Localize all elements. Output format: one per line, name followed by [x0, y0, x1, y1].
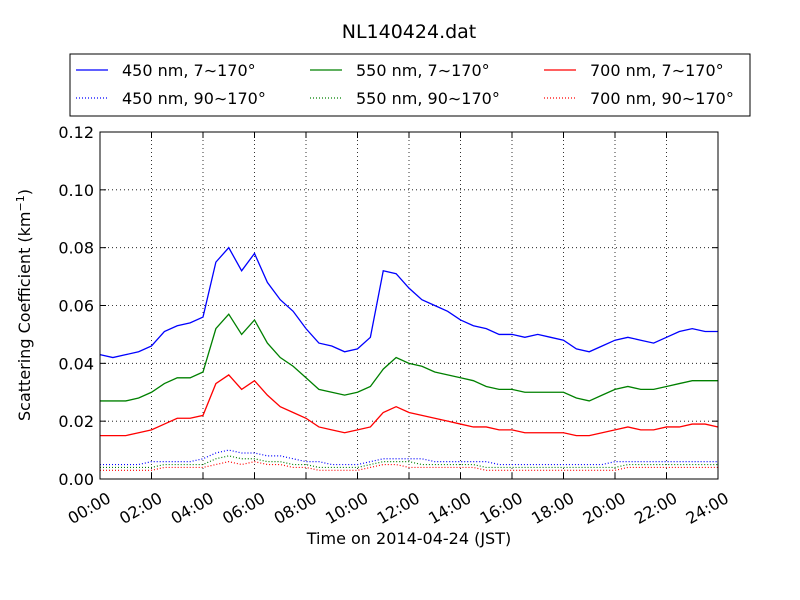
legend-label: 450 nm, 90∼170° [122, 89, 266, 108]
legend-label: 700 nm, 7∼170° [590, 61, 724, 80]
series-line-5 [100, 455, 718, 469]
legend-label: 550 nm, 90∼170° [356, 89, 500, 108]
y-tick-label: 0.00 [58, 470, 94, 489]
x-tick-label: 18:00 [528, 488, 577, 528]
x-tick-label: 00:00 [65, 488, 114, 528]
x-axis-label: Time on 2014-04-24 (JST) [306, 529, 511, 548]
series-line-1 [99, 246, 718, 359]
x-tick-label: 14:00 [425, 488, 474, 528]
series-line-2 [100, 313, 718, 402]
x-tick-label: 02:00 [116, 488, 165, 528]
y-tick-labels: 0.00 0.02 0.04 0.06 0.08 0.10 0.12 [58, 123, 94, 489]
y-tick-label: 0.02 [58, 412, 94, 431]
chart-title: NL140424.dat [342, 21, 477, 43]
legend-label: 550 nm, 7∼170° [356, 61, 490, 80]
series-group [99, 246, 719, 471]
x-tick-label: 20:00 [580, 488, 629, 528]
y-axis-label-sup: −1 [14, 195, 27, 211]
y-tick-label: 0.06 [58, 297, 94, 316]
x-tick-label: 24:00 [683, 488, 732, 528]
y-axis-label: Scattering Coefficient (km−1) [14, 189, 34, 421]
x-tick-labels: 00:00 02:00 04:00 06:00 08:00 10:00 12:00 14:00… [65, 488, 732, 528]
x-tick-label: 10:00 [322, 488, 371, 528]
legend-label: 700 nm, 90∼170° [590, 89, 734, 108]
x-tick-label: 22:00 [631, 488, 680, 528]
legend: 450 nm, 7∼170° 550 nm, 7∼170° 700 nm, 7∼17… [69, 53, 751, 117]
series-line-6 [100, 461, 718, 471]
y-tick-label: 0.08 [58, 239, 94, 258]
y-tick-label: 0.10 [58, 181, 94, 200]
ticks [99, 131, 719, 480]
x-tick-label: 08:00 [271, 488, 320, 528]
x-tick-label: 12:00 [374, 488, 423, 528]
legend-frame [69, 53, 751, 117]
legend-label: 450 nm, 7∼170° [122, 61, 256, 80]
y-axis-label-main: Scattering Coefficient (km [15, 211, 34, 421]
x-tick-label: 06:00 [219, 488, 268, 528]
y-axis-label-tail: ) [15, 189, 34, 195]
y-tick-label: 0.12 [58, 123, 94, 142]
x-tick-label: 16:00 [477, 488, 526, 528]
y-tick-label: 0.04 [58, 354, 94, 373]
x-tick-label: 04:00 [168, 488, 217, 528]
series-line-3 [100, 374, 719, 437]
